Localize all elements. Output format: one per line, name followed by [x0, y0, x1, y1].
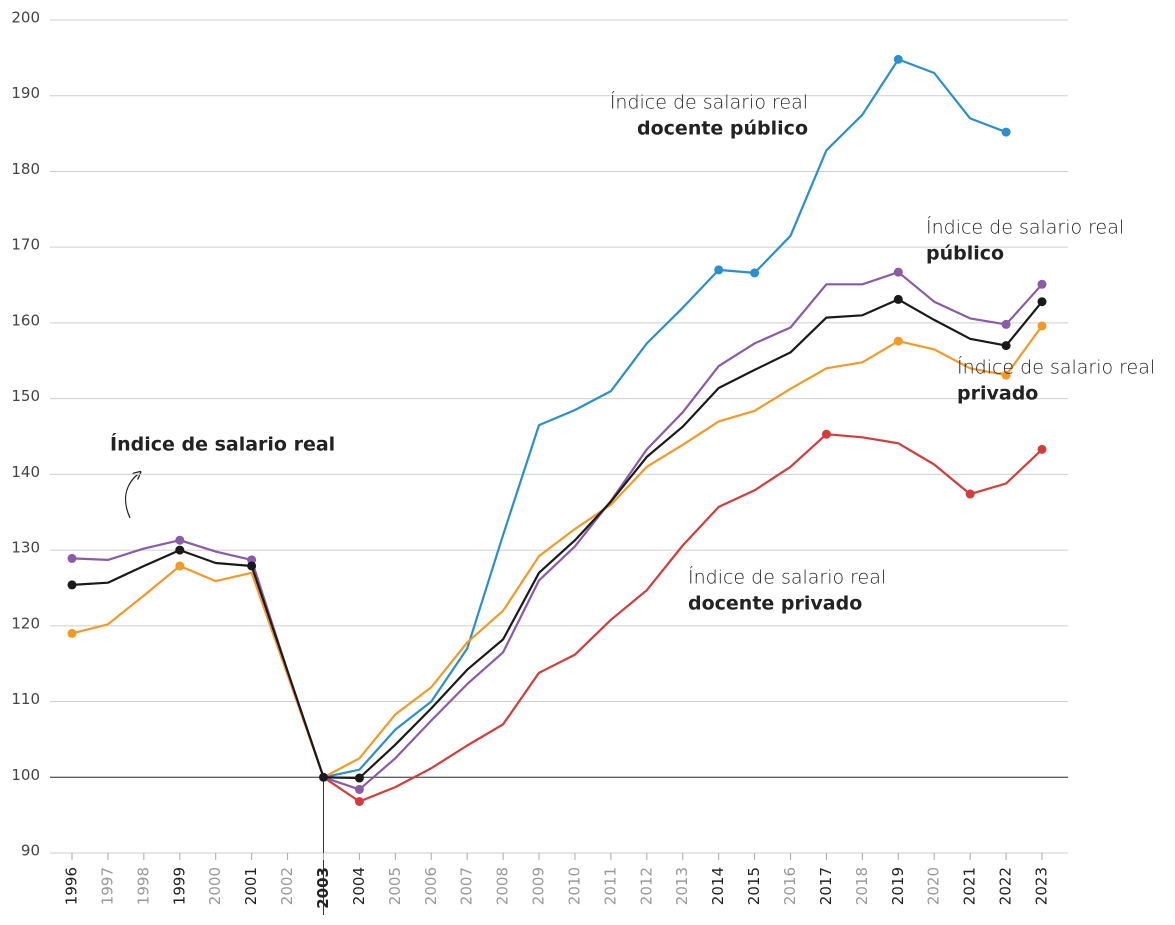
series-marker: [354, 797, 364, 807]
series-marker: [175, 561, 185, 571]
series-marker: [247, 561, 257, 571]
series-marker: [1001, 319, 1011, 329]
series-line: [322, 433, 1043, 803]
x-tick-label: 2013: [673, 867, 691, 905]
y-tick-label: 190: [11, 84, 40, 102]
x-tick-label: 1997: [98, 867, 116, 905]
y-tick-label: 100: [11, 766, 40, 784]
x-tick-label: 2009: [530, 867, 548, 905]
x-tick-label: 2021: [961, 867, 979, 905]
series-marker: [893, 294, 903, 304]
y-tick-label: 140: [11, 463, 40, 481]
y-tick-label: 200: [11, 9, 40, 27]
y-tick-label: 120: [11, 614, 40, 632]
x-tick-label: 2005: [386, 867, 404, 905]
series-marker: [175, 545, 185, 555]
series-marker: [965, 489, 975, 499]
y-tick-label: 90: [21, 842, 40, 860]
x-tick-label: 2018: [853, 867, 871, 905]
x-tick-label: 2023: [1033, 867, 1051, 905]
annotation: Índice de salario real: [610, 91, 808, 114]
y-tick-label: 170: [11, 236, 40, 254]
x-tick-label: 2017: [817, 867, 835, 905]
x-tick-label: 2015: [745, 867, 763, 905]
series-marker: [354, 773, 364, 783]
series-line: [71, 298, 1043, 780]
annotation-bold: privado: [957, 383, 1038, 405]
annotation-bold: público: [926, 243, 1004, 265]
x-tick-label: 2007: [458, 867, 476, 905]
series-line: [71, 325, 1043, 779]
x-tick-label: 2011: [601, 867, 619, 905]
series-marker: [750, 268, 760, 278]
series-marker: [1001, 127, 1011, 137]
series-marker: [1037, 279, 1047, 289]
x-tick-label: 2003: [314, 867, 332, 909]
x-tick-label: 1996: [63, 867, 81, 905]
x-tick-label: 1999: [170, 867, 188, 905]
series-marker: [1037, 444, 1047, 454]
y-tick-label: 130: [11, 539, 40, 557]
series-marker: [67, 580, 77, 590]
x-tick-label: 2008: [494, 867, 512, 905]
series-marker: [175, 535, 185, 545]
x-tick-label: 2022: [997, 867, 1015, 905]
series-line: [323, 58, 1007, 779]
x-tick-label: 2001: [242, 867, 260, 905]
annotation: Índice de salario real: [957, 356, 1155, 379]
x-tick-label: 2019: [889, 867, 907, 905]
annotation-bold: docente privado: [688, 593, 862, 615]
series-marker: [714, 265, 724, 275]
annotation-arrow: [124, 474, 138, 519]
y-tick-label: 150: [11, 387, 40, 405]
series-marker: [354, 784, 364, 794]
annotation-bold: docente público: [637, 118, 808, 140]
series-marker: [67, 628, 77, 638]
x-tick-label: 2016: [781, 867, 799, 905]
series-marker: [821, 429, 831, 439]
series-marker: [318, 772, 328, 782]
series-marker: [893, 54, 903, 64]
y-tick-label: 180: [11, 160, 40, 178]
annotation: Índice de salario real: [926, 216, 1124, 239]
annotation-bold: Índice de salario real: [110, 433, 335, 456]
x-tick-label: 1998: [134, 867, 152, 905]
y-tick-label: 160: [11, 311, 40, 329]
x-tick-label: 2012: [637, 867, 655, 905]
annotation: Índice de salario real: [688, 566, 886, 589]
series-line: [71, 271, 1043, 791]
x-tick-label: 2014: [709, 867, 727, 905]
series-marker: [1001, 341, 1011, 351]
x-tick-label: 2000: [206, 867, 224, 905]
y-tick-label: 110: [11, 690, 40, 708]
series-marker: [1001, 370, 1011, 380]
x-tick-label: 2006: [422, 867, 440, 905]
series-marker: [1037, 297, 1047, 307]
x-tick-label: 2004: [350, 867, 368, 905]
x-tick-label: 2010: [565, 867, 583, 905]
series-marker: [67, 553, 77, 563]
series-marker: [1037, 321, 1047, 331]
series-marker: [893, 267, 903, 277]
x-tick-label: 2002: [278, 867, 296, 905]
series-marker: [893, 336, 903, 346]
x-tick-label: 2020: [925, 867, 943, 905]
